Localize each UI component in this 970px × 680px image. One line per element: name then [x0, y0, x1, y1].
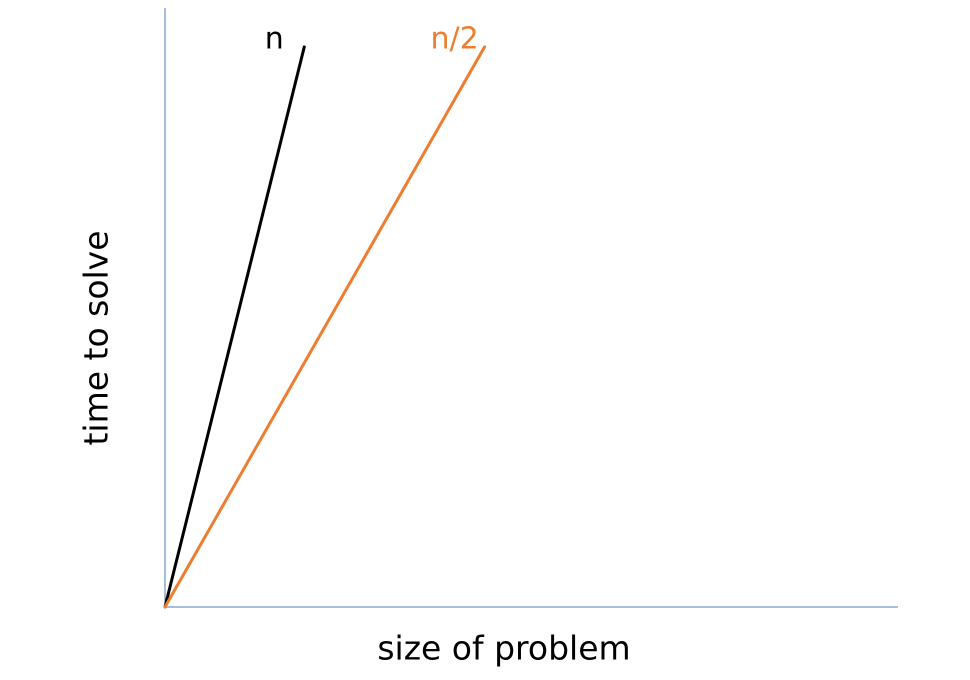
- label-layer: n n/2: [265, 21, 479, 56]
- series-line-1: [163, 45, 306, 609]
- axes: [164, 8, 898, 608]
- series-layer: [163, 45, 487, 609]
- series-label-2: n/2: [430, 21, 478, 56]
- y-axis-label: time to solve: [77, 230, 116, 445]
- x-axis-label: size of problem: [377, 629, 630, 668]
- series-label-1: n: [265, 21, 284, 56]
- series-line-2: [163, 45, 487, 609]
